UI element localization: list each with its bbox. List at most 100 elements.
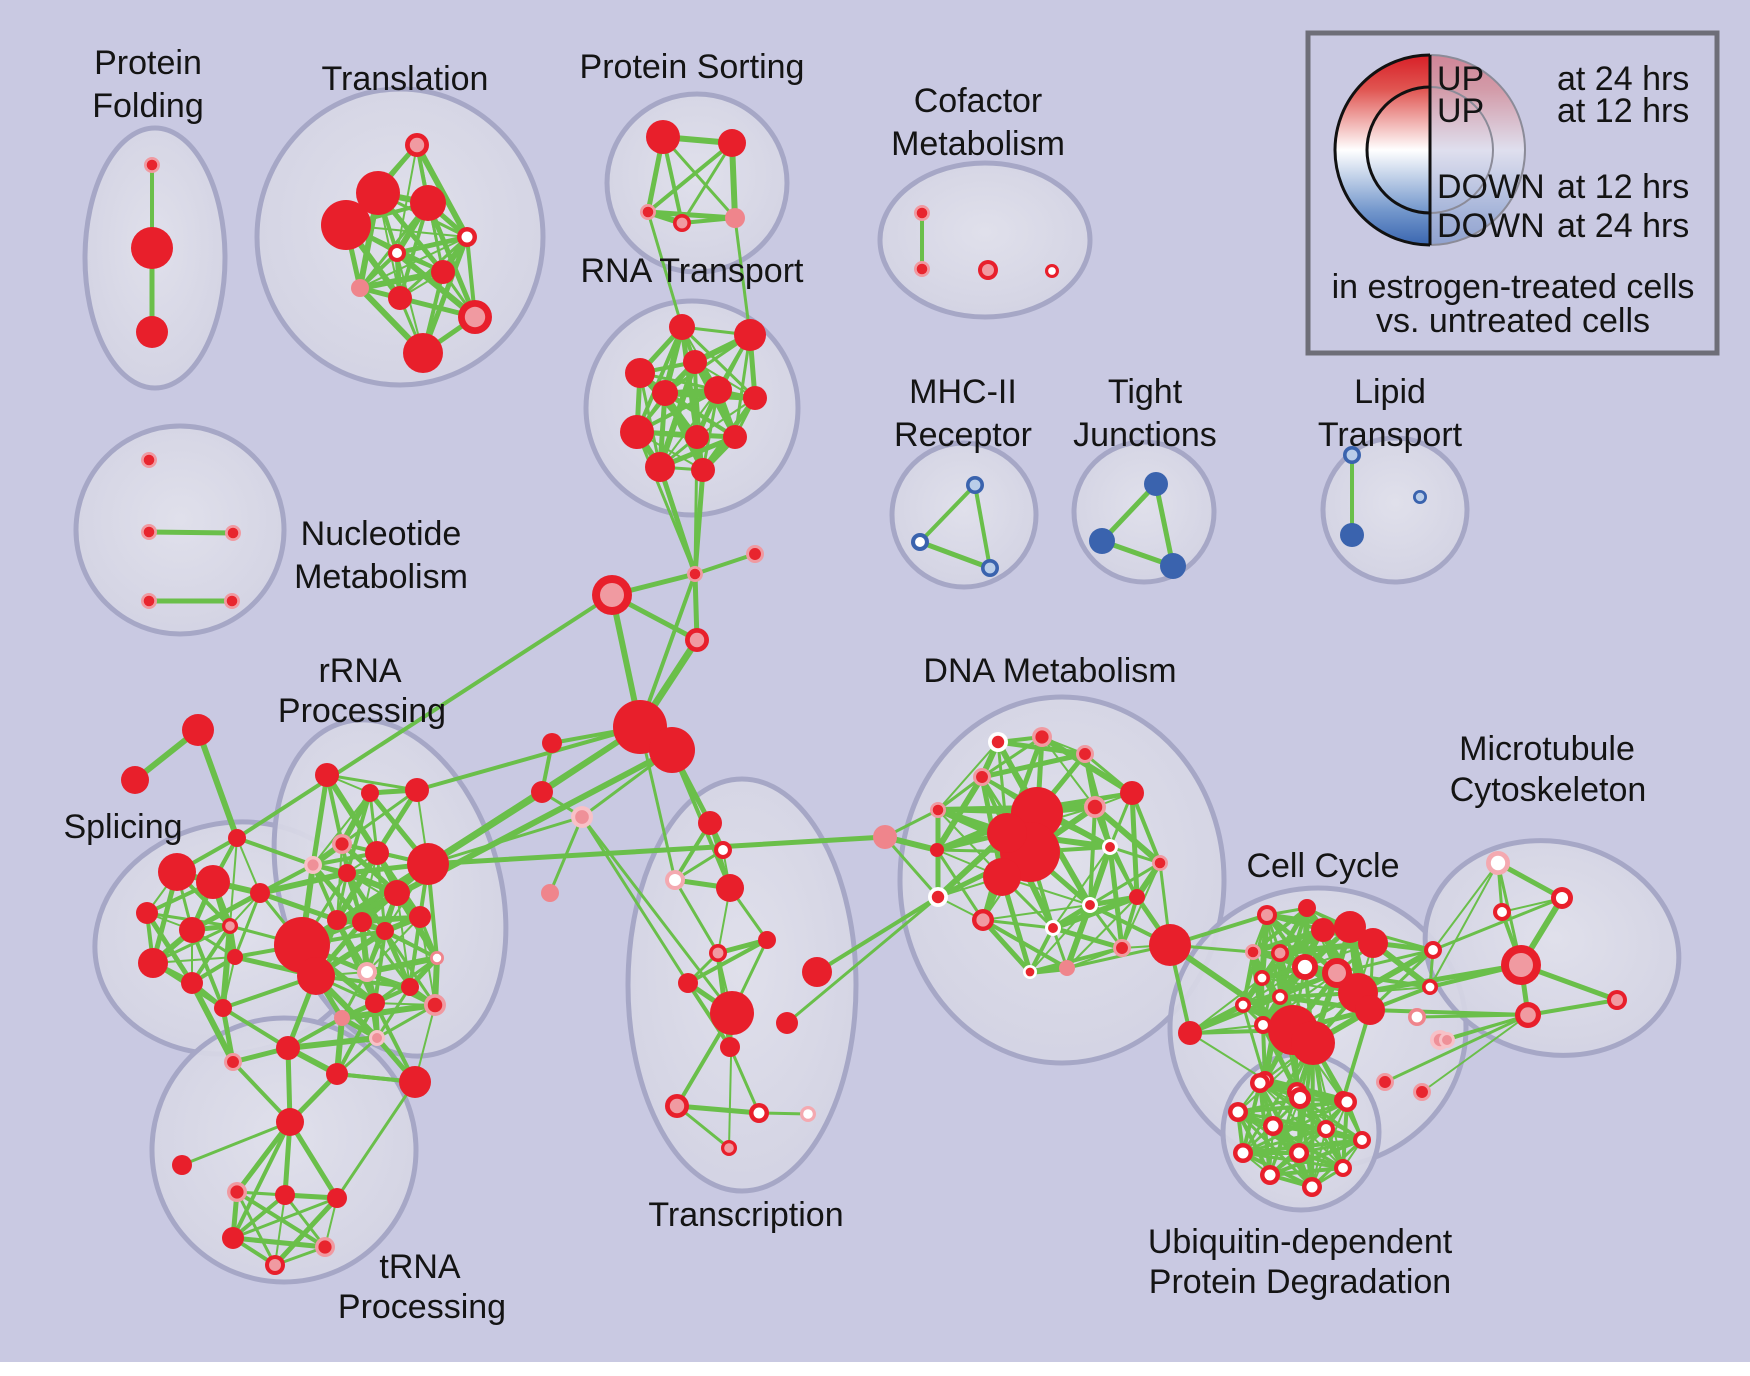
network-node-lp1[interactable] <box>1343 446 1361 464</box>
network-node-tc3[interactable] <box>665 870 685 890</box>
network-node-tl5[interactable] <box>457 227 477 247</box>
network-node-dm2[interactable] <box>1032 727 1052 747</box>
network-node-tc12[interactable] <box>665 1094 689 1118</box>
network-node-rr9[interactable] <box>384 880 410 906</box>
network-node-dmg3[interactable] <box>987 813 1027 853</box>
network-node-mt4[interactable] <box>1501 945 1541 985</box>
network-node-rr8[interactable] <box>407 843 449 885</box>
network-node-rt3[interactable] <box>683 350 707 374</box>
network-node-hb3[interactable] <box>746 545 764 563</box>
network-node-ps2[interactable] <box>718 129 746 157</box>
network-node-dm10[interactable] <box>1102 839 1118 855</box>
network-node-tl8[interactable] <box>351 279 369 297</box>
network-node-tn11[interactable] <box>265 1255 285 1275</box>
network-node-rr19[interactable] <box>424 994 446 1016</box>
network-node-cf1[interactable] <box>914 205 930 221</box>
network-node-cc7[interactable] <box>1271 944 1289 962</box>
network-node-rr15[interactable] <box>365 993 385 1013</box>
network-node-mh3[interactable] <box>981 559 999 577</box>
network-node-ub7[interactable] <box>1353 1131 1371 1149</box>
network-node-dm18[interactable] <box>1113 939 1131 957</box>
network-node-dmg4[interactable] <box>983 858 1021 896</box>
network-node-dm9[interactable] <box>930 843 944 857</box>
network-node-rr7[interactable] <box>338 864 356 882</box>
network-node-dm15[interactable] <box>1045 920 1061 936</box>
network-node-rr14[interactable] <box>357 962 377 982</box>
network-node-hb7[interactable] <box>542 733 562 753</box>
network-node-rt12[interactable] <box>691 458 715 482</box>
network-node-pf3[interactable] <box>136 316 168 348</box>
network-node-rr17[interactable] <box>334 1010 350 1026</box>
network-node-ub4[interactable] <box>1228 1102 1248 1122</box>
network-node-tc17[interactable] <box>541 884 559 902</box>
network-node-ub8[interactable] <box>1233 1143 1253 1163</box>
network-node-sp3[interactable] <box>136 902 158 924</box>
network-node-nm1[interactable] <box>141 452 157 468</box>
network-node-rr4[interactable] <box>332 834 352 854</box>
network-node-tl2[interactable] <box>356 171 400 215</box>
network-node-pf2[interactable] <box>131 227 173 269</box>
network-node-hb2[interactable] <box>592 575 632 615</box>
network-node-mt3[interactable] <box>1493 903 1511 921</box>
network-node-tl9[interactable] <box>388 286 412 310</box>
network-node-cc2[interactable] <box>1298 899 1316 917</box>
network-node-cc20[interactable] <box>1376 1073 1394 1091</box>
network-node-rr12[interactable] <box>352 912 372 932</box>
network-node-dm13[interactable] <box>972 909 994 931</box>
network-node-rr20[interactable] <box>430 951 444 965</box>
network-node-sg2[interactable] <box>121 766 149 794</box>
network-node-tc4[interactable] <box>716 874 744 902</box>
network-node-tc11[interactable] <box>720 1037 740 1057</box>
network-node-cf4[interactable] <box>1045 264 1059 278</box>
network-node-rt1[interactable] <box>669 314 695 340</box>
network-node-tc1[interactable] <box>698 811 722 835</box>
network-node-ub3[interactable] <box>1337 1092 1357 1112</box>
network-node-cc14[interactable] <box>1355 995 1385 1025</box>
network-node-mt6[interactable] <box>1515 1002 1541 1028</box>
network-node-tc16[interactable] <box>571 806 593 828</box>
network-node-ub5[interactable] <box>1263 1116 1283 1136</box>
network-node-cf3[interactable] <box>978 260 998 280</box>
network-node-tj1[interactable] <box>1144 472 1168 496</box>
network-node-lp2[interactable] <box>1340 523 1364 547</box>
network-node-tc14[interactable] <box>800 1106 816 1122</box>
network-node-mt2[interactable] <box>1551 887 1573 909</box>
network-node-sp4[interactable] <box>179 917 205 943</box>
network-node-dm12[interactable] <box>1129 889 1145 905</box>
network-node-rr3[interactable] <box>405 778 429 802</box>
network-node-nm4[interactable] <box>141 593 157 609</box>
network-node-tl11[interactable] <box>403 333 443 373</box>
network-node-ps5[interactable] <box>725 208 745 228</box>
network-node-tn3[interactable] <box>326 1063 348 1085</box>
network-node-dm1[interactable] <box>988 732 1008 752</box>
network-node-ps3[interactable] <box>640 204 656 220</box>
network-node-dm8[interactable] <box>1084 796 1106 818</box>
network-node-sp10[interactable] <box>250 883 270 903</box>
network-node-sp2[interactable] <box>196 865 230 899</box>
network-node-tl3[interactable] <box>410 185 446 221</box>
network-node-mt7[interactable] <box>1439 1032 1455 1048</box>
network-node-tn1[interactable] <box>276 1036 300 1060</box>
network-node-tn6[interactable] <box>227 1182 247 1202</box>
network-node-cc1[interactable] <box>1257 905 1277 925</box>
network-node-rr2[interactable] <box>361 784 379 802</box>
network-node-tl4[interactable] <box>321 200 371 250</box>
network-node-mt5[interactable] <box>1607 990 1627 1010</box>
network-node-cc8[interactable] <box>1292 954 1318 980</box>
network-node-rr6[interactable] <box>365 841 389 865</box>
network-node-tl7[interactable] <box>431 260 455 284</box>
network-node-rr13[interactable] <box>376 922 394 940</box>
network-node-tl6[interactable] <box>388 244 406 262</box>
network-node-lp3[interactable] <box>1413 490 1427 504</box>
network-node-dm19[interactable] <box>1149 924 1191 966</box>
network-node-ub1[interactable] <box>1250 1073 1270 1093</box>
network-node-ps1[interactable] <box>646 120 680 154</box>
network-node-dm7[interactable] <box>1120 781 1144 805</box>
network-node-cc11[interactable] <box>1272 989 1288 1005</box>
network-node-hb8[interactable] <box>531 781 553 803</box>
network-node-cc17[interactable] <box>1422 979 1438 995</box>
network-node-mh2[interactable] <box>911 533 929 551</box>
network-node-cc12[interactable] <box>1235 997 1251 1013</box>
network-node-pf1[interactable] <box>144 157 160 173</box>
network-node-tn5[interactable] <box>172 1155 192 1175</box>
